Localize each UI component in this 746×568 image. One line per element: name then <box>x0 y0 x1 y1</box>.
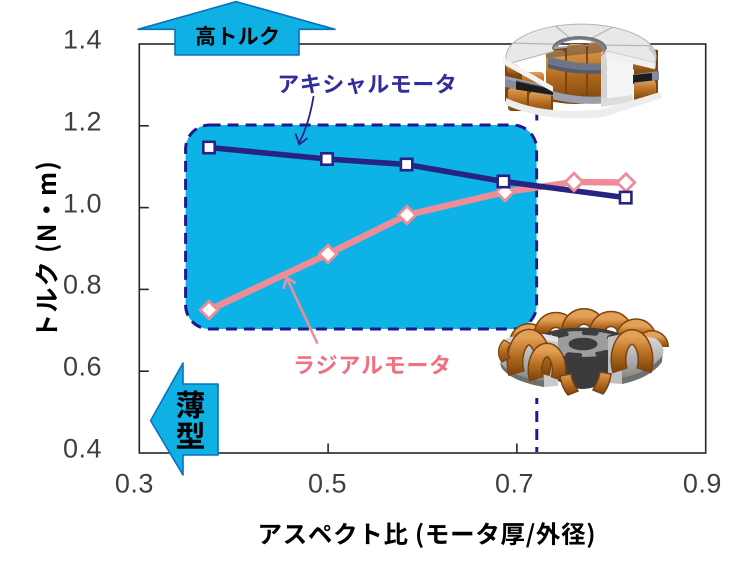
svg-text:0.5: 0.5 <box>308 469 347 499</box>
svg-text:1.0: 1.0 <box>63 189 102 219</box>
svg-text:0.8: 0.8 <box>63 270 102 300</box>
svg-text:1.2: 1.2 <box>63 107 102 137</box>
svg-text:0.7: 0.7 <box>495 469 534 499</box>
svg-text:1.4: 1.4 <box>63 25 102 55</box>
svg-text:0.3: 0.3 <box>115 469 154 499</box>
svg-text:0.4: 0.4 <box>63 434 102 464</box>
svg-text:0.6: 0.6 <box>63 352 102 382</box>
svg-text:0.9: 0.9 <box>683 469 722 499</box>
